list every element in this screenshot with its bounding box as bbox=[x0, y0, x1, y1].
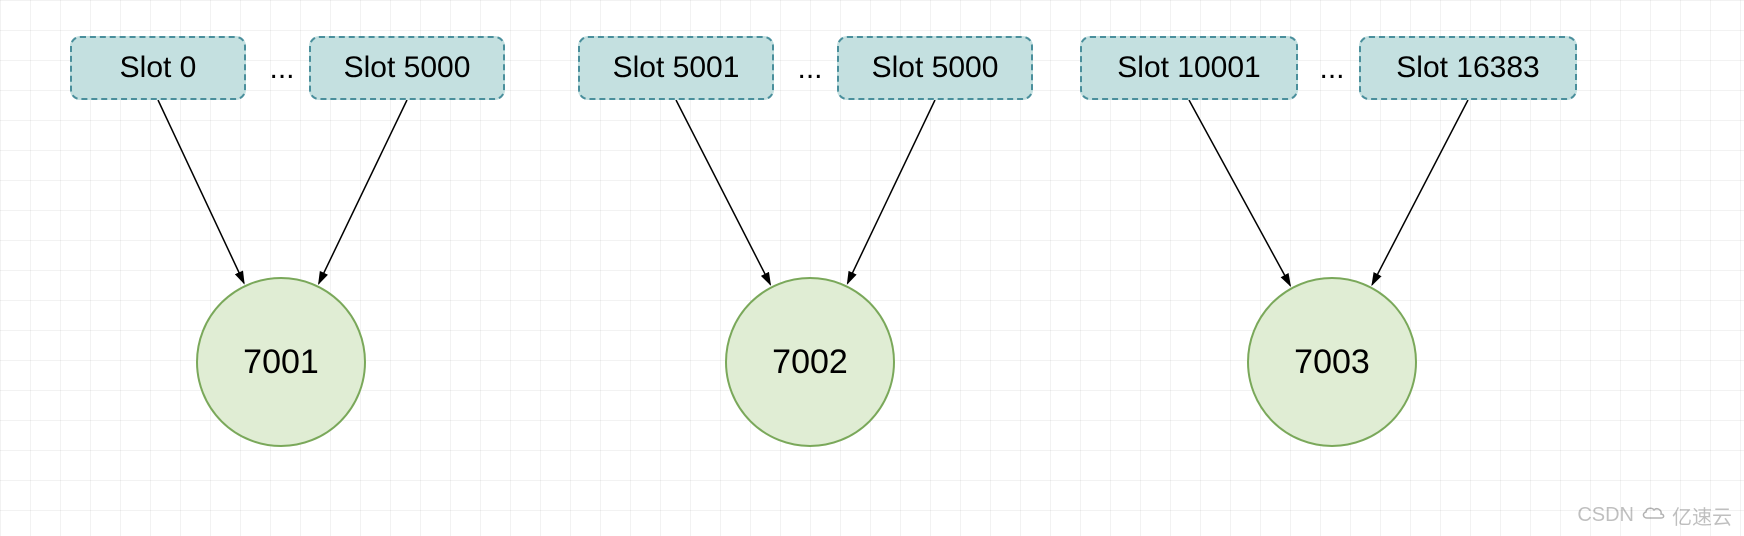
node-g3: 7003 bbox=[1247, 277, 1417, 447]
slot-box-g1-right: Slot 5000 bbox=[309, 36, 505, 100]
slot-box-g3-right: Slot 16383 bbox=[1359, 36, 1577, 100]
watermark-right: 亿速云 bbox=[1672, 501, 1732, 530]
slot-box-g3-left: Slot 10001 bbox=[1080, 36, 1298, 100]
ellipsis-g1: ... bbox=[262, 52, 302, 86]
watermark: CSDN 亿速云 bbox=[1577, 501, 1732, 530]
watermark-left: CSDN bbox=[1577, 504, 1634, 527]
cloud-icon bbox=[1640, 504, 1666, 528]
node-g1: 7001 bbox=[196, 277, 366, 447]
node-g2: 7002 bbox=[725, 277, 895, 447]
diagram-canvas: Slot 0...Slot 50007001Slot 5001...Slot 5… bbox=[0, 0, 1744, 536]
slot-box-g2-right: Slot 5000 bbox=[837, 36, 1033, 100]
slot-box-g1-left: Slot 0 bbox=[70, 36, 246, 100]
slot-box-g2-left: Slot 5001 bbox=[578, 36, 774, 100]
ellipsis-g3: ... bbox=[1312, 52, 1352, 86]
ellipsis-g2: ... bbox=[790, 52, 830, 86]
